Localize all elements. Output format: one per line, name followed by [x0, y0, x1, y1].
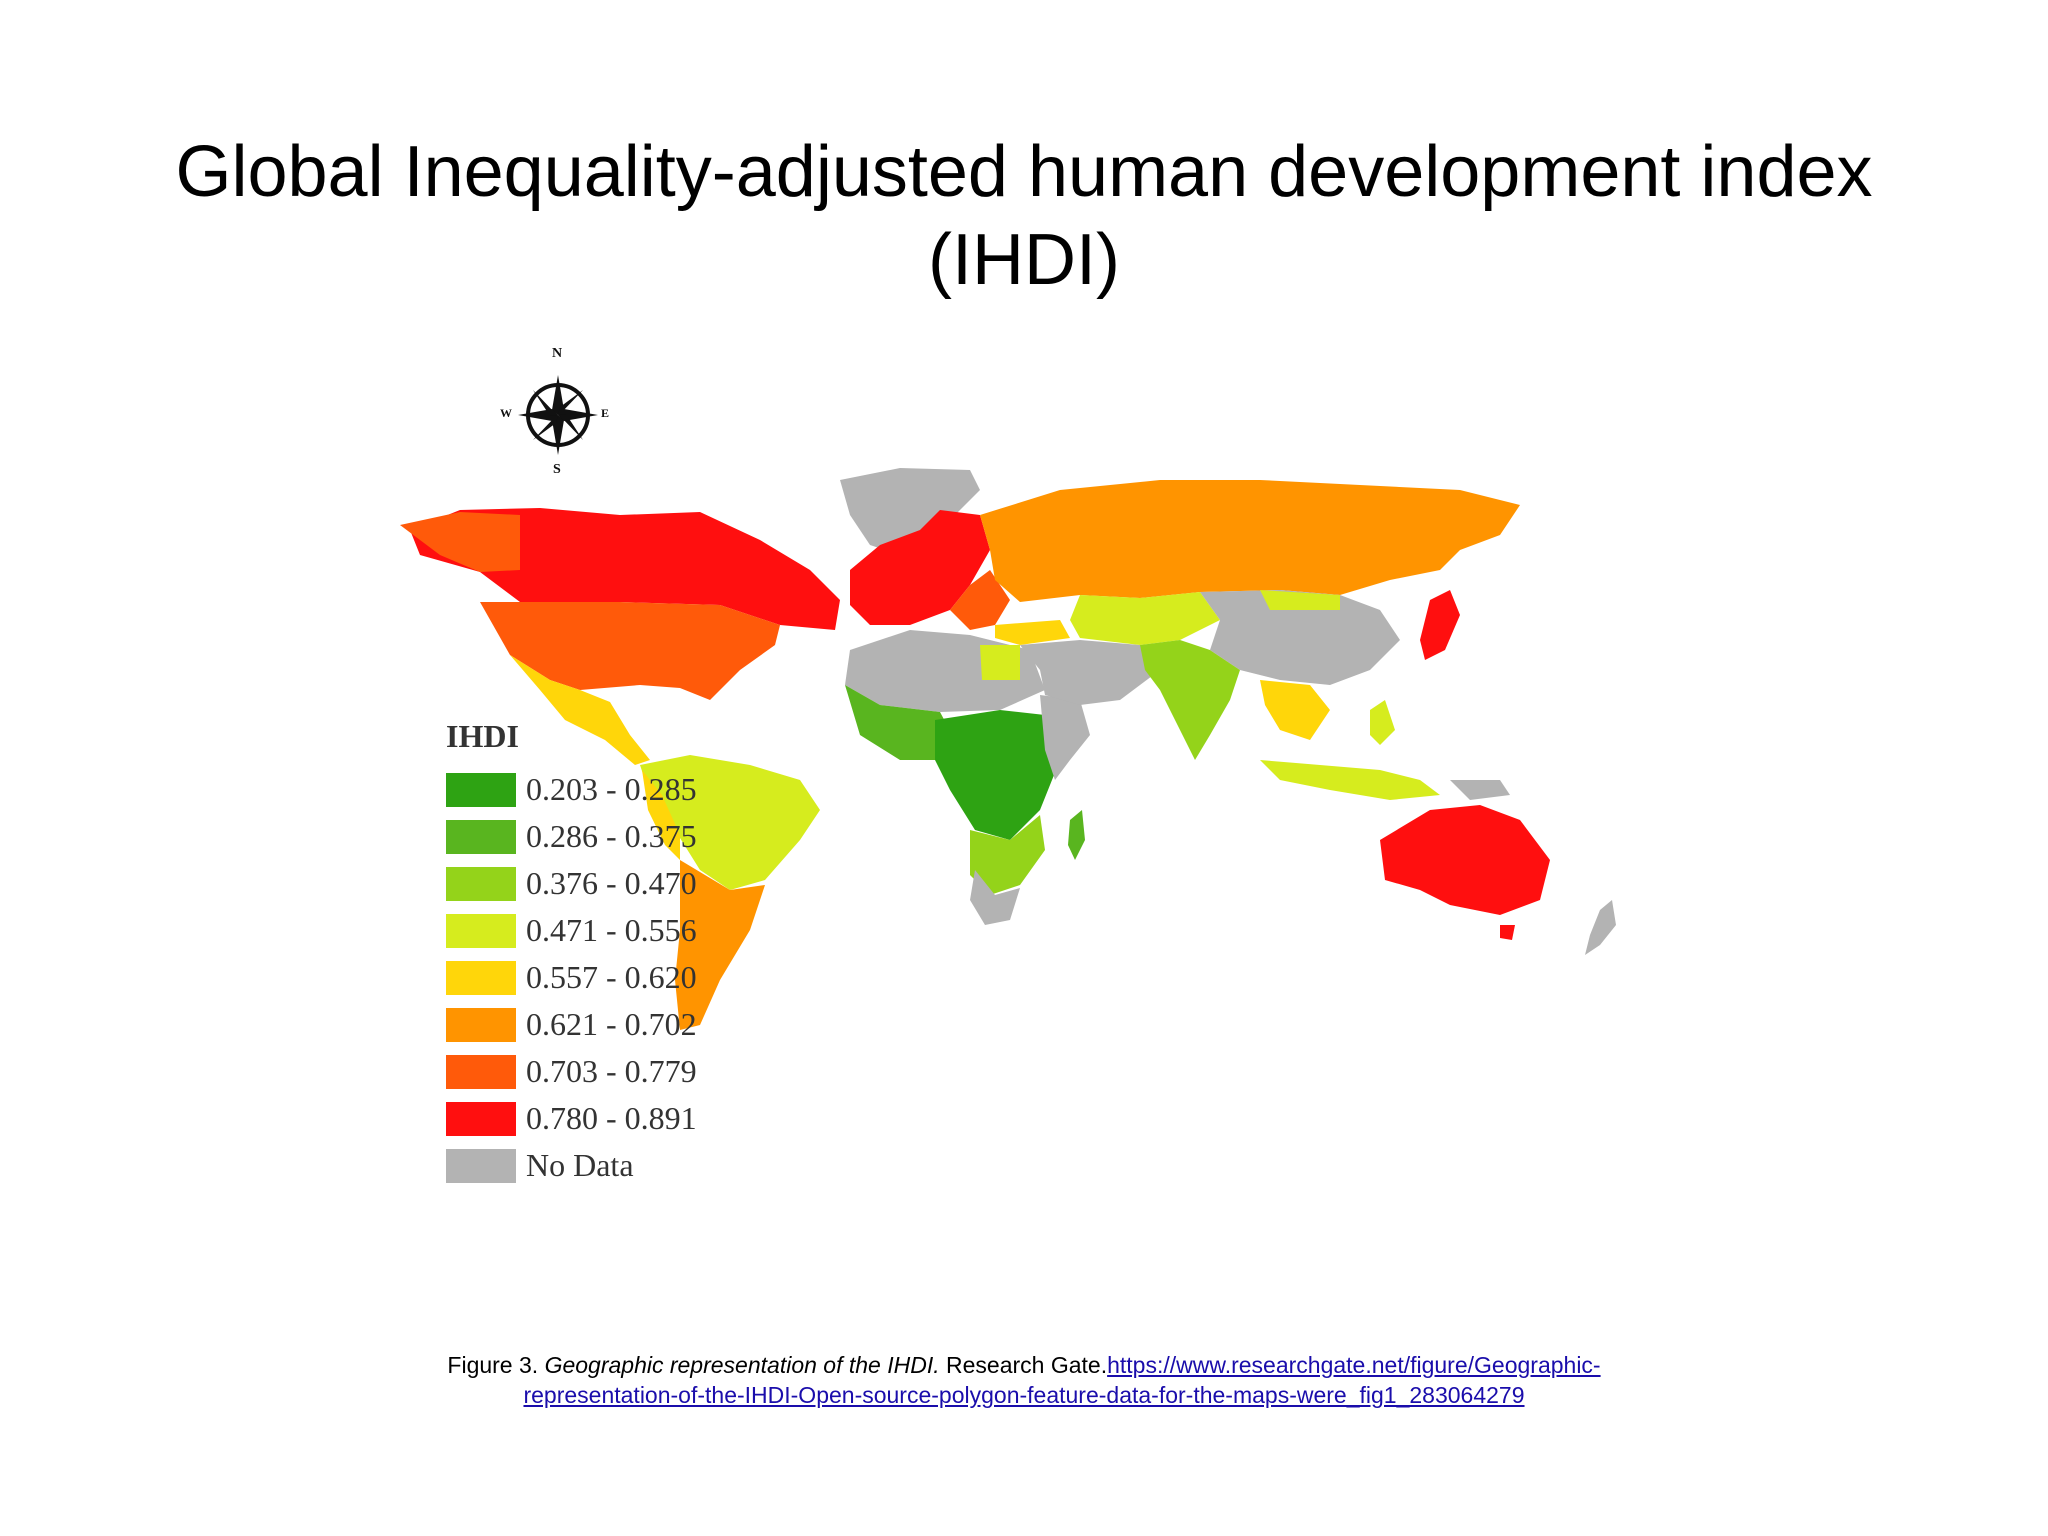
legend-swatch: [446, 1148, 516, 1183]
legend-label: 0.376 - 0.470: [526, 865, 697, 901]
compass-e: E: [601, 406, 610, 420]
caption-line-2: representation-of-the-IHDI-Open-source-p…: [0, 1380, 2048, 1410]
legend-swatch: [446, 819, 516, 854]
region-philippines: [1370, 700, 1395, 745]
legend-label: 0.203 - 0.285: [526, 771, 697, 807]
legend-swatch: [446, 960, 516, 995]
region-russia: [980, 480, 1520, 602]
legend-item: 0.203 - 0.285: [446, 766, 766, 813]
legend-item: 0.780 - 0.891: [446, 1095, 766, 1142]
legend-item: 0.557 - 0.620: [446, 954, 766, 1001]
region-europe: [850, 510, 990, 625]
compass-rose: N S W E: [488, 346, 628, 480]
legend-swatch: [446, 1054, 516, 1089]
caption-title: Geographic representation of the IHDI.: [544, 1352, 940, 1378]
compass-s: S: [553, 462, 561, 477]
legend-label: 0.703 - 0.779: [526, 1053, 697, 1089]
region-central-asia: [1070, 592, 1220, 645]
legend-item: No Data: [446, 1142, 766, 1189]
world-map-svg: [400, 468, 1616, 1030]
region-turkey: [995, 620, 1070, 645]
legend-label: 0.471 - 0.556: [526, 912, 697, 948]
region-egypt: [980, 645, 1020, 680]
region-new-zealand: [1585, 900, 1616, 955]
legend-items: 0.203 - 0.285 0.286 - 0.375 0.376 - 0.470 0…: [446, 766, 766, 1189]
region-andes: [642, 770, 680, 860]
region-alaska: [400, 512, 520, 572]
region-indonesia: [1260, 760, 1440, 800]
legend-title: IHDI: [446, 718, 519, 754]
region-greenland: [840, 468, 980, 555]
region-south-america-south: [675, 860, 765, 1030]
compass-icon: [518, 375, 598, 455]
figure-caption: Figure 3. Geographic representation of t…: [0, 1350, 2048, 1410]
legend-swatch: [446, 913, 516, 948]
region-middle-east: [1020, 640, 1160, 705]
legend-swatch: [446, 1101, 516, 1136]
region-west-africa: [845, 685, 955, 760]
legend-label: 0.557 - 0.620: [526, 959, 697, 995]
legend-label: 0.780 - 0.891: [526, 1100, 697, 1136]
caption-link-line-2[interactable]: representation-of-the-IHDI-Open-source-p…: [523, 1382, 1525, 1408]
caption-link-line-1[interactable]: https://www.researchgate.net/figure/Geog…: [1107, 1352, 1601, 1378]
region-south-asia: [1140, 640, 1240, 760]
caption-figure: Figure 3.: [447, 1352, 539, 1378]
caption-source: Research Gate.: [946, 1352, 1108, 1378]
legend-label: 0.286 - 0.375: [526, 818, 697, 854]
region-southern-africa: [970, 815, 1045, 895]
caption-line-1: Figure 3. Geographic representation of t…: [0, 1350, 2048, 1380]
legend-item: 0.621 - 0.702: [446, 1001, 766, 1048]
legend-item: 0.471 - 0.556: [446, 907, 766, 954]
region-mexico: [510, 655, 650, 765]
region-east-africa: [1040, 695, 1090, 780]
legend-item: 0.286 - 0.375: [446, 813, 766, 860]
region-southeast-asia: [1260, 680, 1330, 740]
slide-title: Global Inequality-adjusted human develop…: [0, 128, 2048, 304]
region-usa: [480, 602, 780, 700]
legend-swatch: [446, 772, 516, 807]
compass-w: W: [500, 406, 512, 420]
legend-swatch: [446, 866, 516, 901]
region-mongolia: [1260, 590, 1340, 610]
region-china: [1200, 590, 1400, 685]
region-south-america-north: [640, 755, 820, 890]
region-tasmania: [1500, 925, 1515, 940]
region-japan: [1420, 590, 1460, 660]
region-central-africa: [935, 710, 1060, 840]
map-legend: IHDI 0.203 - 0.285 0.286 - 0.375 0.376 - 0…: [446, 716, 766, 1189]
legend-label: 0.621 - 0.702: [526, 1006, 697, 1042]
title-line-2: (IHDI): [928, 220, 1120, 300]
region-madagascar: [1068, 810, 1085, 860]
legend-swatch: [446, 1007, 516, 1042]
legend-item: 0.376 - 0.470: [446, 860, 766, 907]
compass-n: N: [552, 346, 563, 361]
legend-item: 0.703 - 0.779: [446, 1048, 766, 1095]
region-australia: [1380, 805, 1550, 915]
region-south-africa: [970, 870, 1020, 925]
region-papua: [1450, 780, 1510, 800]
legend-label: No Data: [526, 1147, 634, 1183]
region-eastern-europe: [950, 570, 1010, 630]
title-line-1: Global Inequality-adjusted human develop…: [175, 132, 1873, 212]
world-map: [380, 340, 1670, 1240]
